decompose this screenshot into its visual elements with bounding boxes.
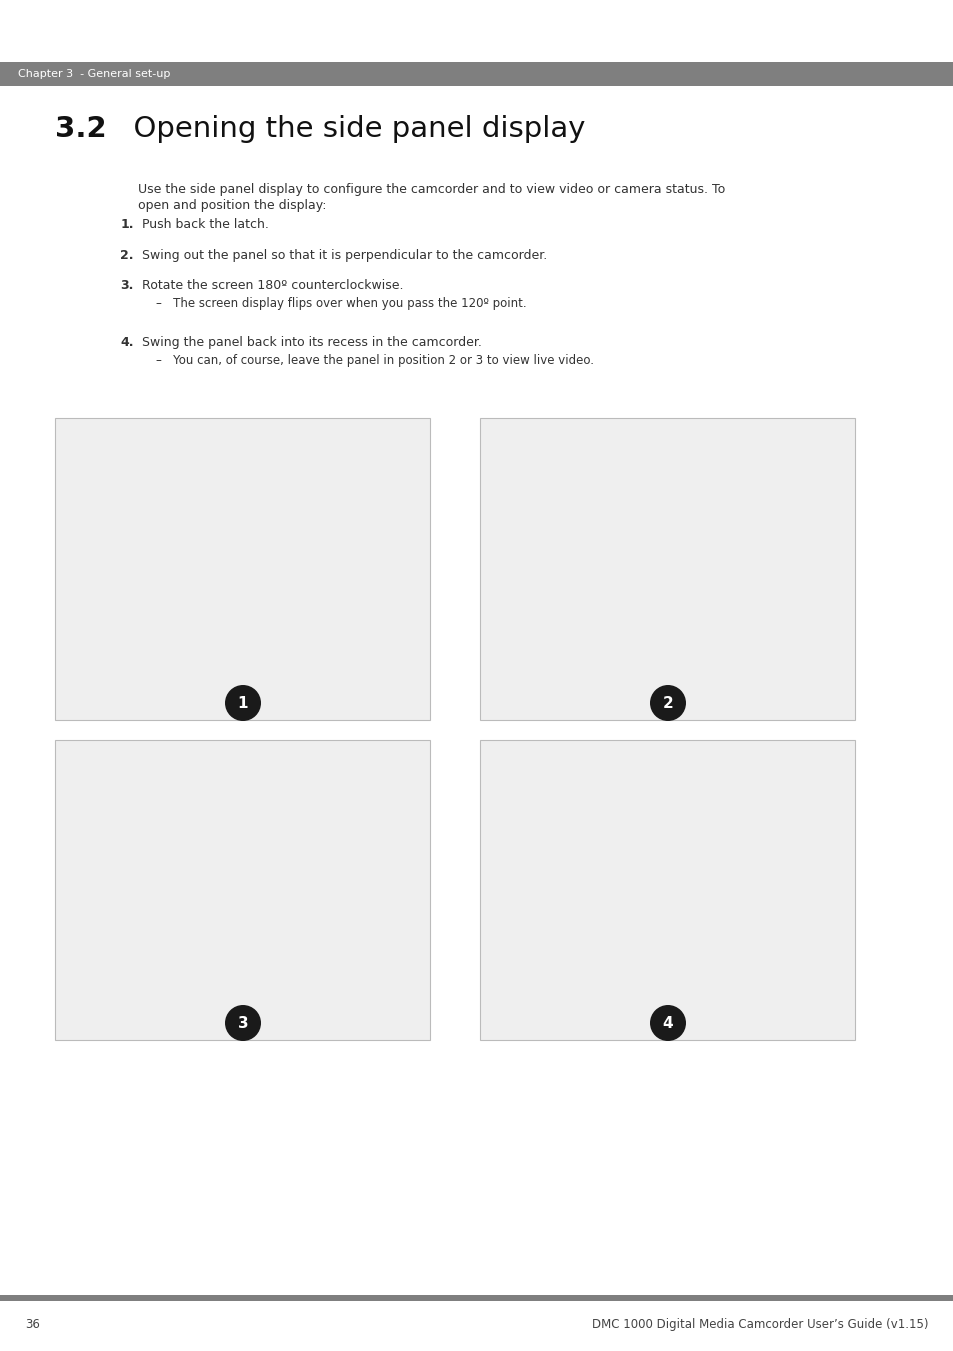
Text: Rotate the screen 180º counterclockwise.: Rotate the screen 180º counterclockwise.	[142, 280, 403, 292]
Text: Swing out the panel so that it is perpendicular to the camcorder.: Swing out the panel so that it is perpen…	[142, 249, 547, 262]
Text: 3: 3	[237, 1016, 248, 1031]
Text: 3.2: 3.2	[55, 115, 107, 143]
Text: 2: 2	[662, 696, 673, 711]
Text: –   The screen display flips over when you pass the 120º point.: – The screen display flips over when you…	[156, 297, 526, 309]
Bar	[479, 740, 854, 1040]
Bar	[55, 740, 430, 1040]
Text: DMC 1000 Digital Media Camcorder User’s Guide (v1.15): DMC 1000 Digital Media Camcorder User’s …	[592, 1319, 928, 1331]
Text: Swing the panel back into its recess in the camcorder.: Swing the panel back into its recess in …	[142, 336, 481, 349]
Text: open and position the display:: open and position the display:	[138, 199, 326, 212]
Text: 1.: 1.	[120, 218, 133, 231]
Text: Push back the latch.: Push back the latch.	[142, 218, 269, 231]
Text: Opening the side panel display: Opening the side panel display	[115, 115, 585, 143]
Text: –   You can, of course, leave the panel in position 2 or 3 to view live video.: – You can, of course, leave the panel in…	[156, 354, 594, 367]
Bar	[479, 417, 854, 720]
Text: 1: 1	[237, 696, 248, 711]
Text: 4: 4	[662, 1016, 673, 1031]
Bar	[55, 417, 430, 720]
Text: 2.: 2.	[120, 249, 133, 262]
Text: Chapter 3  - General set-up: Chapter 3 - General set-up	[18, 69, 171, 78]
Circle shape	[649, 685, 685, 721]
Circle shape	[225, 1005, 261, 1042]
Bar	[0, 1296, 953, 1301]
Bar	[0, 62, 953, 86]
Text: 36: 36	[25, 1319, 40, 1331]
Circle shape	[649, 1005, 685, 1042]
Text: 3.: 3.	[120, 280, 133, 292]
Text: Use the side panel display to configure the camcorder and to view video or camer: Use the side panel display to configure …	[138, 182, 724, 196]
Circle shape	[225, 685, 261, 721]
Text: 4.: 4.	[120, 336, 133, 349]
